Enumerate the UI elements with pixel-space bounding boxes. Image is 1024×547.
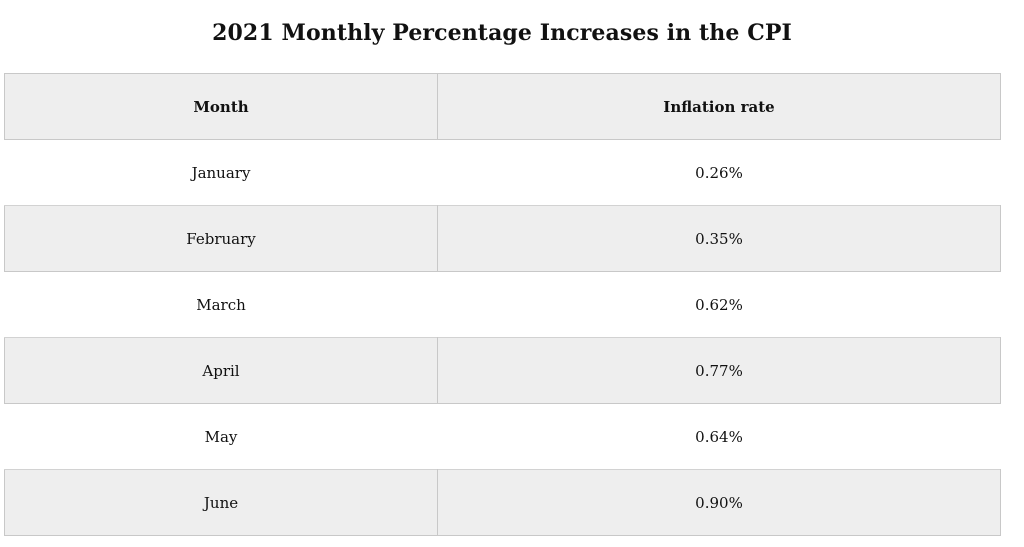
cell-inflation-rate: 0.64% <box>437 403 1001 470</box>
table-header-row: Month Inflation rate <box>4 73 1001 140</box>
cell-month: May <box>4 403 438 470</box>
cell-inflation-rate: 0.62% <box>437 271 1001 338</box>
table-row: February 0.35% <box>4 205 1001 272</box>
table-row: March 0.62% <box>4 271 1001 338</box>
cell-inflation-rate: 0.77% <box>437 337 1001 404</box>
cell-inflation-rate: 0.26% <box>437 139 1001 206</box>
table-row: January 0.26% <box>4 139 1001 206</box>
cell-month: February <box>4 205 438 272</box>
cell-month: January <box>4 139 438 206</box>
column-header-month: Month <box>4 73 438 140</box>
cell-inflation-rate: 0.35% <box>437 205 1001 272</box>
cell-month: June <box>4 469 438 536</box>
cell-month: March <box>4 271 438 338</box>
column-header-inflation-rate: Inflation rate <box>437 73 1001 140</box>
cell-inflation-rate: 0.90% <box>437 469 1001 536</box>
table-row: April 0.77% <box>4 337 1001 404</box>
cpi-table: Month Inflation rate January 0.26% Febru… <box>4 73 1001 536</box>
table-body: January 0.26% February 0.35% March 0.62%… <box>4 139 1001 536</box>
table-title: 2021 Monthly Percentage Increases in the… <box>212 20 792 46</box>
table-row: June 0.90% <box>4 469 1001 536</box>
table-row: May 0.64% <box>4 403 1001 470</box>
cell-month: April <box>4 337 438 404</box>
